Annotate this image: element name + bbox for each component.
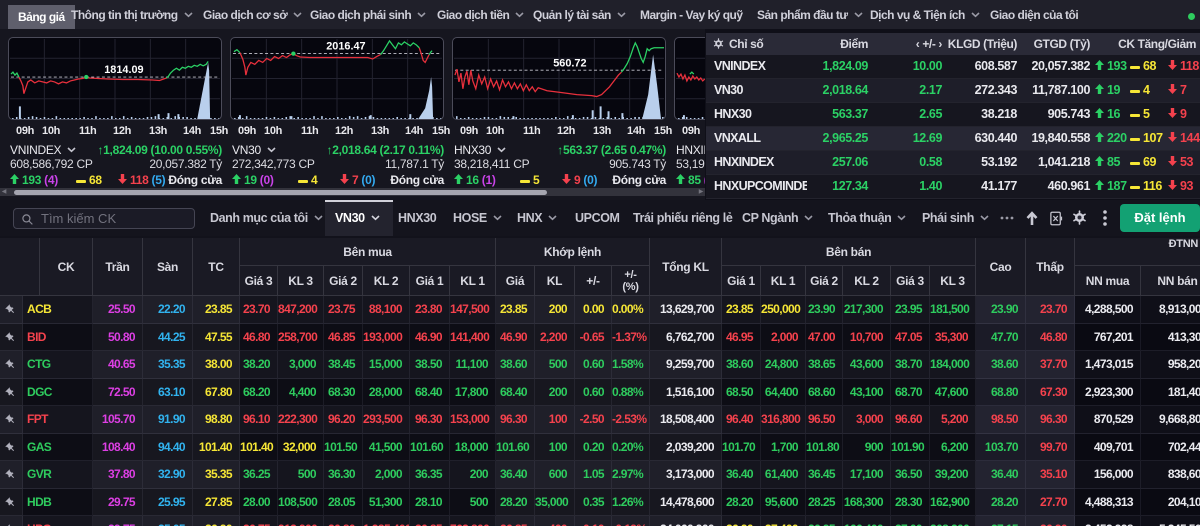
svg-text:2016.47: 2016.47 xyxy=(326,41,365,53)
svg-text:560.72: 560.72 xyxy=(553,57,586,69)
svg-text:1814.09: 1814.09 xyxy=(104,64,143,76)
